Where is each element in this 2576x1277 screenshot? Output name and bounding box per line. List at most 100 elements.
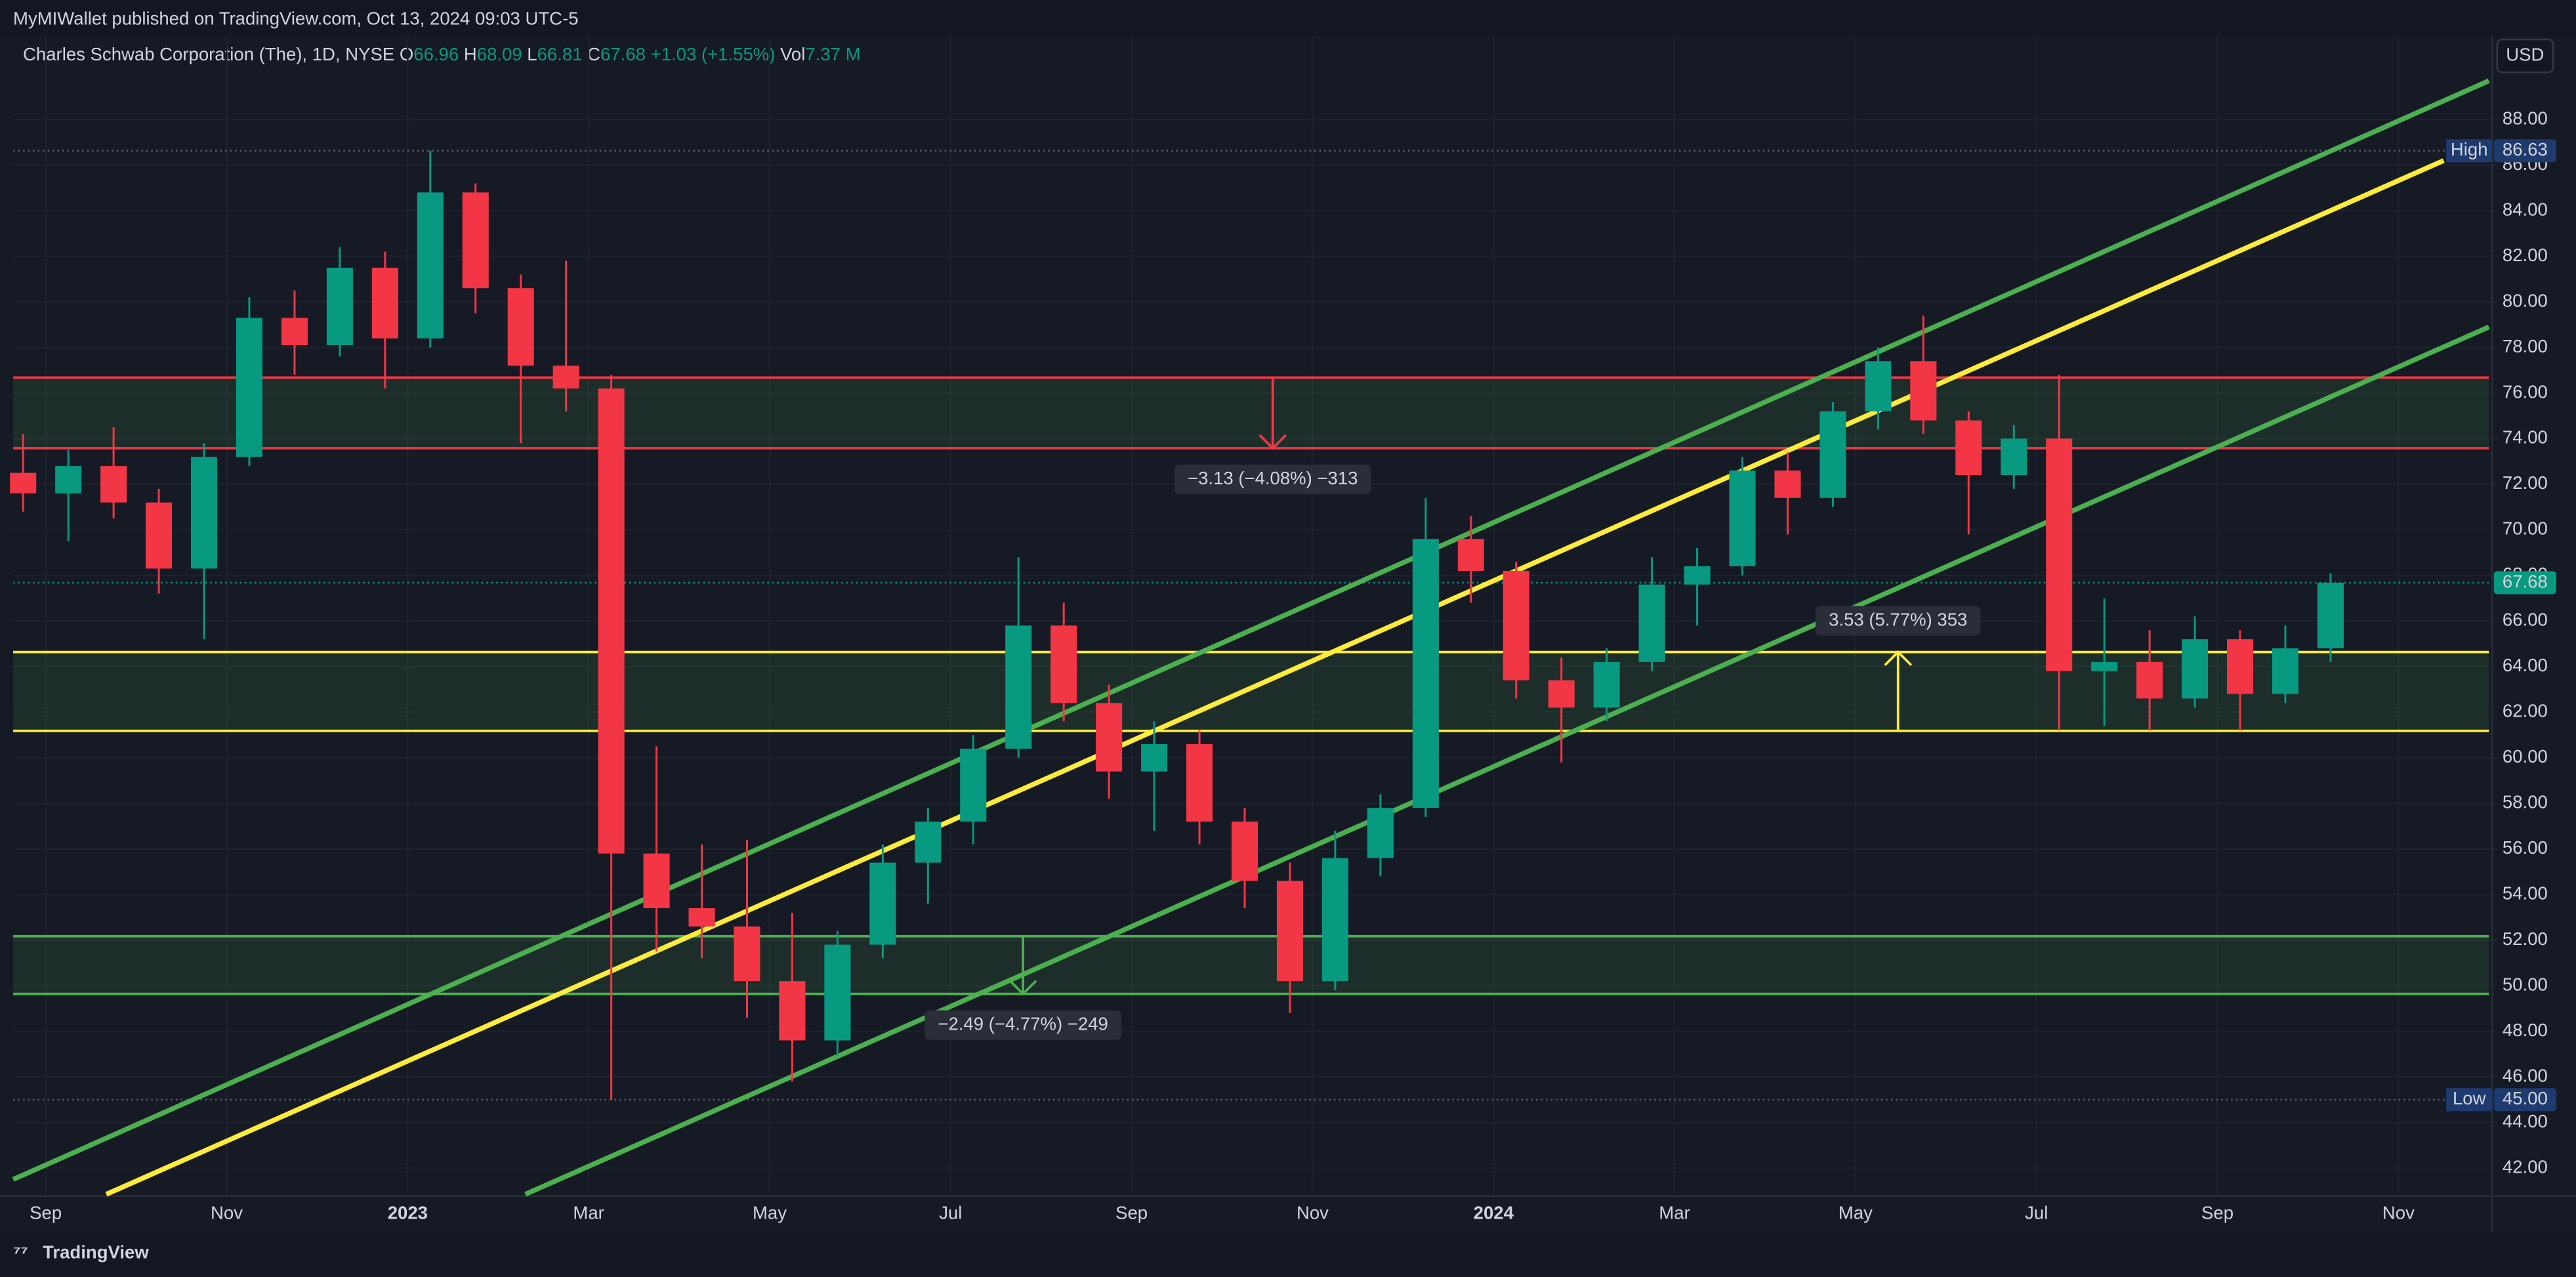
candle-body <box>326 267 353 346</box>
y-tick-label: 66.00 <box>2503 610 2548 630</box>
measure-arrow <box>1008 980 1037 996</box>
x-tick-label: Nov <box>211 1203 243 1223</box>
trendline <box>105 158 2445 1197</box>
brand: TradingView <box>43 1242 149 1263</box>
currency-label[interactable]: USD <box>2506 44 2544 64</box>
candle-body <box>1865 361 1892 411</box>
low-value: 45.00 <box>2503 1088 2548 1108</box>
measure-label-box <box>1816 606 1981 636</box>
y-tick-label: 82.00 <box>2503 245 2548 265</box>
candle-body <box>598 388 625 854</box>
x-tick-label: Sep <box>2201 1203 2233 1223</box>
candle-body <box>100 466 127 503</box>
candle-body <box>1321 858 1348 982</box>
y-tick-label: 60.00 <box>2503 746 2548 766</box>
y-tick-label: 70.00 <box>2503 518 2548 539</box>
ohlc-value: 67.68 <box>600 44 646 64</box>
low-name: Low <box>2453 1088 2486 1108</box>
y-tick-label: 56.00 <box>2503 837 2548 858</box>
x-tick-label: Sep <box>1115 1203 1148 1223</box>
y-tick-label: 46.00 <box>2503 1065 2548 1085</box>
candle-body <box>190 457 218 569</box>
candle-body <box>507 288 534 366</box>
candle-body <box>1005 625 1032 749</box>
x-tick-label: 2024 <box>1474 1203 1514 1223</box>
y-tick-label: 52.00 <box>2503 929 2548 949</box>
candle-body <box>1276 881 1303 982</box>
candle-body <box>462 192 489 289</box>
y-tick-label: 76.00 <box>2503 381 2548 402</box>
x-tick-label: May <box>753 1203 787 1223</box>
measure-arrow <box>1884 650 1913 666</box>
y-tick-label: 84.00 <box>2503 199 2548 219</box>
high-name-box <box>2446 139 2493 163</box>
y-tick-label: 54.00 <box>2503 883 2548 903</box>
y-tick-label: 64.00 <box>2503 655 2548 675</box>
candle-body <box>779 981 806 1041</box>
candle-body <box>2227 639 2254 694</box>
y-tick-label: 48.00 <box>2503 1020 2548 1040</box>
last-value: 67.68 <box>2503 571 2548 591</box>
x-tick-label: 2023 <box>388 1203 428 1223</box>
high-name: High <box>2451 139 2488 159</box>
candle-body <box>417 192 444 339</box>
candle-body <box>1774 471 1801 498</box>
candle-body <box>1412 539 1439 808</box>
ohlc-key: L <box>527 44 537 64</box>
candle-body <box>915 822 942 863</box>
ohlc-value: 66.81 <box>537 44 583 64</box>
candle-body <box>371 267 398 339</box>
y-tick-label: 42.00 <box>2503 1156 2548 1177</box>
candle-body <box>2272 648 2299 694</box>
candle-body <box>10 472 37 493</box>
candle-body <box>1593 661 1620 708</box>
measure-label-box <box>924 1010 1121 1040</box>
x-tick-label: Mar <box>573 1203 604 1223</box>
candle-body <box>2091 661 2118 671</box>
y-tick-label: 80.00 <box>2503 290 2548 310</box>
candle-body <box>2136 661 2163 699</box>
candle-body <box>1638 584 1665 662</box>
volume-value: 7.37 M <box>805 44 860 64</box>
measure-label: −2.49 (−4.77%) −249 <box>938 1013 1108 1034</box>
zone <box>13 377 2489 449</box>
measure-label: −3.13 (−4.08%) −313 <box>1188 468 1358 488</box>
brand-logo: ⁷⁷ <box>13 1242 28 1263</box>
candle-body <box>146 502 173 569</box>
candle-body <box>1910 361 1937 421</box>
ohlc-key: C <box>587 44 600 64</box>
candle-body <box>643 853 670 909</box>
candle-body <box>1367 808 1394 858</box>
candle-body <box>1231 822 1258 881</box>
candle-body <box>236 318 263 457</box>
candle-body <box>1684 566 1711 585</box>
ohlc-value: 66.96 <box>413 44 459 64</box>
x-tick-label: Mar <box>1659 1203 1690 1223</box>
zone <box>13 652 2489 731</box>
y-tick-label: 72.00 <box>2503 472 2548 493</box>
y-tick-label: 74.00 <box>2503 427 2548 448</box>
ohlc-value: 68.09 <box>477 44 522 64</box>
trendline <box>12 78 2490 1182</box>
y-tick-label: 62.00 <box>2503 701 2548 721</box>
x-tick-label: Jul <box>2025 1203 2048 1223</box>
y-tick-label: 78.00 <box>2503 336 2548 356</box>
candle-body <box>552 366 579 389</box>
candle-body <box>2046 438 2073 671</box>
measure-label: 3.53 (5.77%) 353 <box>1829 609 1967 629</box>
candle-body <box>1955 420 1982 476</box>
candle-body <box>1141 743 1168 772</box>
measure-label-box <box>1174 465 1371 495</box>
last-value-box <box>2493 571 2556 595</box>
candle-body <box>1729 471 1756 566</box>
candle-body <box>1503 570 1529 680</box>
candle-body <box>1186 743 1213 822</box>
zone <box>13 936 2489 994</box>
y-tick-label: 50.00 <box>2503 974 2548 994</box>
ohlc-key: H <box>464 44 477 64</box>
candle-body <box>1096 703 1123 772</box>
low-value-box <box>2493 1088 2556 1112</box>
currency-button[interactable] <box>2496 38 2554 73</box>
published-note: MyMIWallet published on TradingView.com,… <box>13 8 579 28</box>
